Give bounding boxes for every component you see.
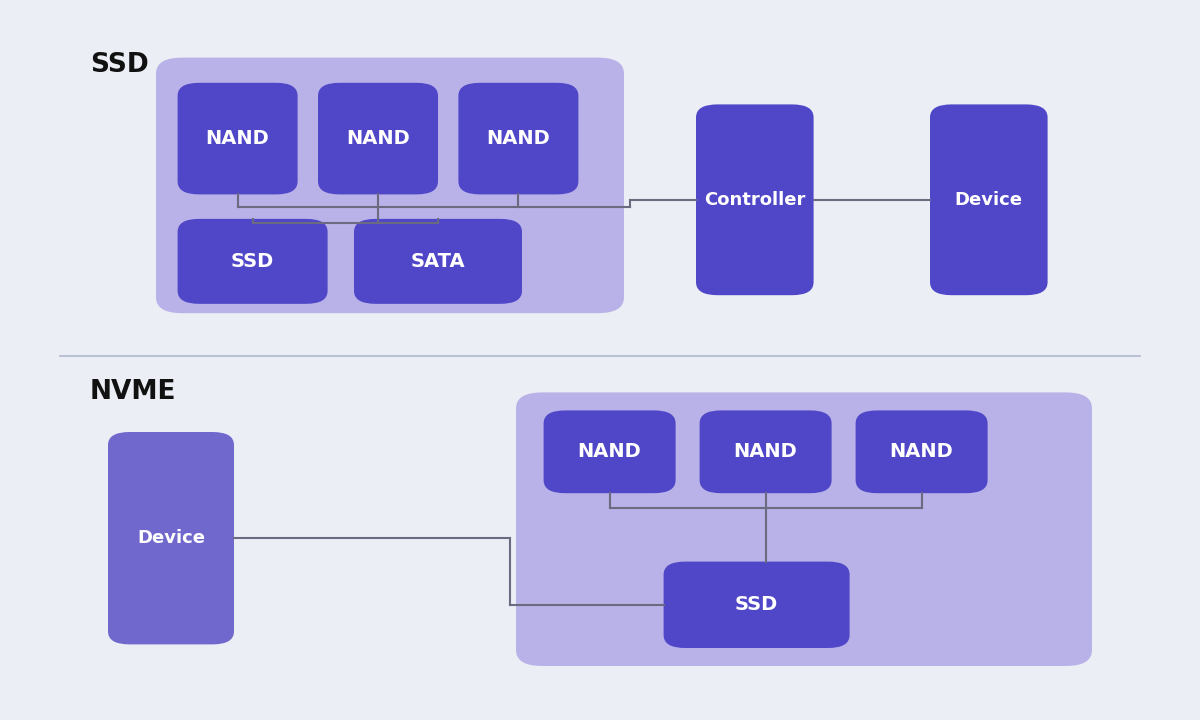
- Text: SATA: SATA: [410, 252, 466, 271]
- Text: NAND: NAND: [486, 129, 551, 148]
- Text: NAND: NAND: [577, 442, 642, 462]
- FancyBboxPatch shape: [856, 410, 988, 493]
- FancyBboxPatch shape: [516, 392, 1092, 666]
- Text: NVME: NVME: [90, 379, 176, 405]
- Text: NAND: NAND: [205, 129, 270, 148]
- FancyBboxPatch shape: [318, 83, 438, 194]
- FancyBboxPatch shape: [108, 432, 234, 644]
- Text: SSD: SSD: [90, 52, 149, 78]
- Text: Device: Device: [137, 529, 205, 547]
- Text: NAND: NAND: [346, 129, 410, 148]
- FancyBboxPatch shape: [354, 219, 522, 304]
- Text: Device: Device: [955, 191, 1022, 209]
- Text: SSD: SSD: [230, 252, 275, 271]
- FancyBboxPatch shape: [156, 58, 624, 313]
- FancyBboxPatch shape: [178, 219, 328, 304]
- FancyBboxPatch shape: [700, 410, 832, 493]
- FancyBboxPatch shape: [930, 104, 1048, 295]
- FancyBboxPatch shape: [458, 83, 578, 194]
- FancyBboxPatch shape: [664, 562, 850, 648]
- FancyBboxPatch shape: [696, 104, 814, 295]
- Text: NAND: NAND: [889, 442, 954, 462]
- FancyBboxPatch shape: [178, 83, 298, 194]
- Text: NAND: NAND: [733, 442, 798, 462]
- FancyBboxPatch shape: [544, 410, 676, 493]
- Text: Controller: Controller: [704, 191, 805, 209]
- Text: SSD: SSD: [734, 595, 779, 614]
